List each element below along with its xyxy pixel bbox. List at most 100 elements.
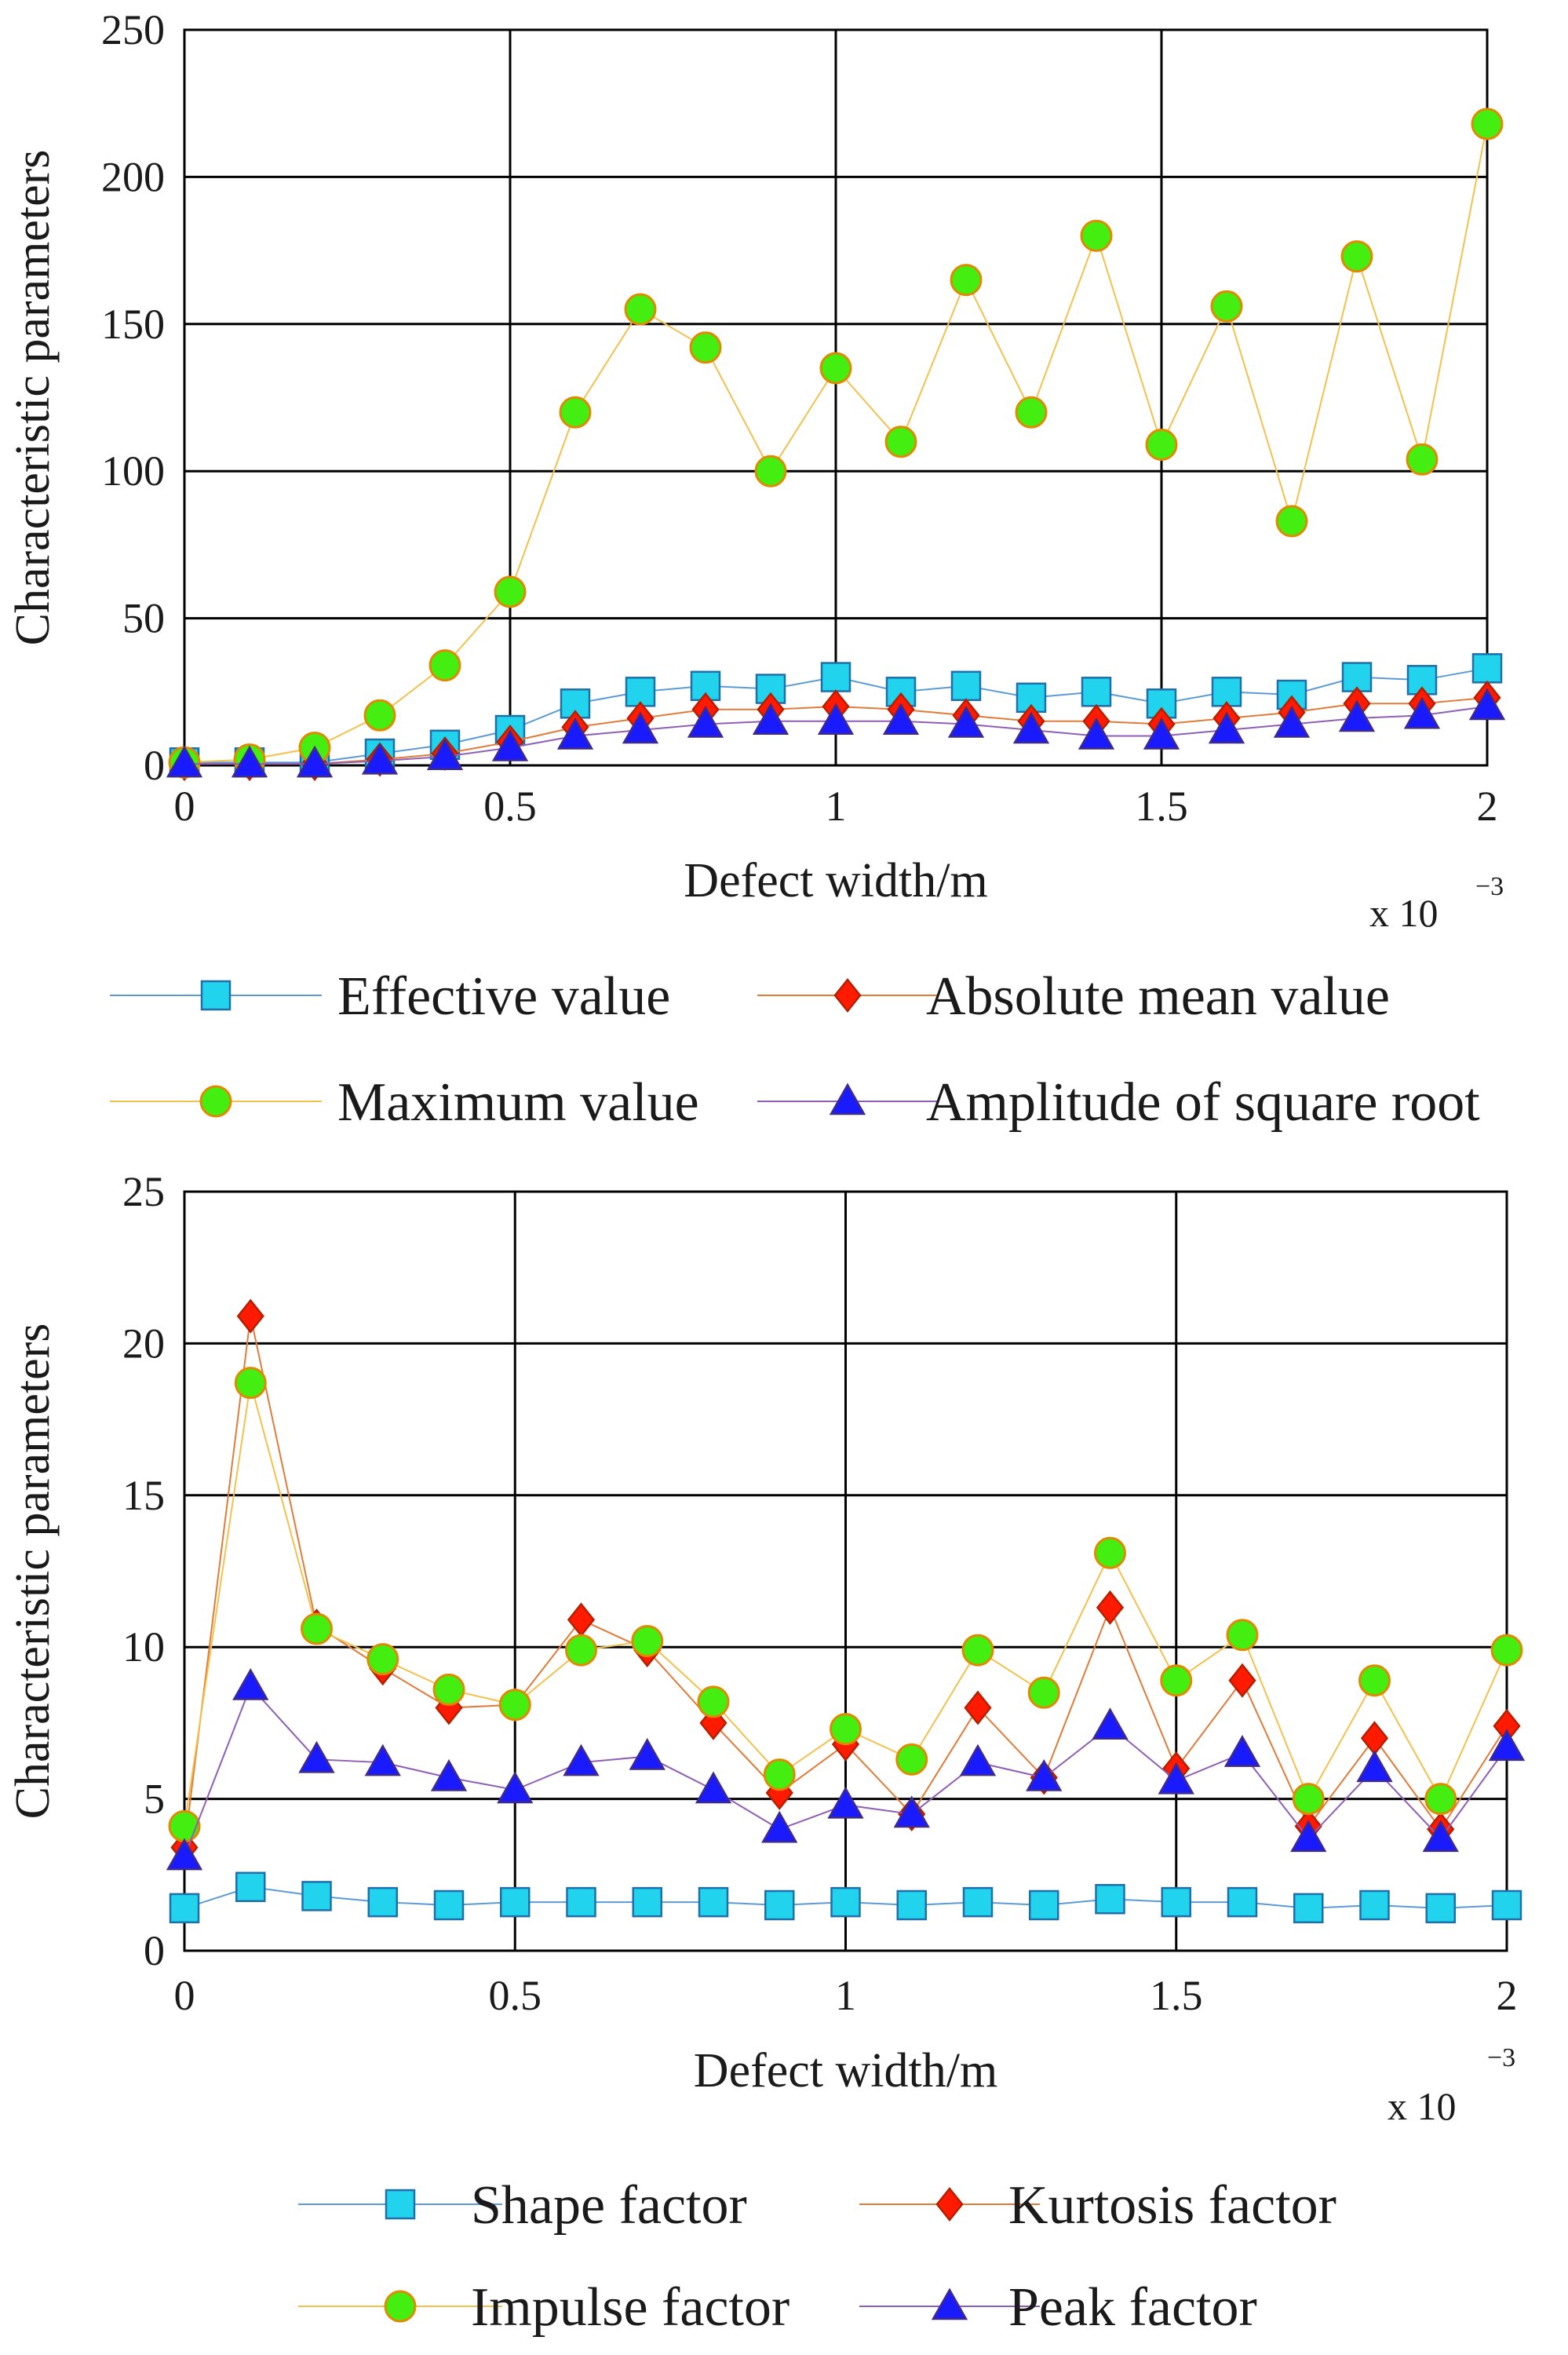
legend-marker-diamond (935, 2186, 964, 2222)
data-point (622, 711, 659, 744)
data-point (497, 1771, 534, 1804)
data-point (754, 455, 787, 487)
data-point (426, 738, 464, 771)
x-multiplier-label: x 10 (1387, 2084, 1457, 2128)
data-point (1223, 1735, 1261, 1767)
data-point (361, 742, 399, 775)
data-point (1145, 428, 1178, 461)
data-point (498, 1689, 531, 1722)
data-point (166, 1838, 203, 1871)
data-point (1293, 1893, 1324, 1924)
legend-label: Shape factor (471, 2175, 747, 2236)
data-point (687, 705, 724, 738)
x-tick-label: 1 (826, 783, 847, 830)
data-point (950, 670, 982, 702)
data-point (301, 1612, 333, 1645)
series-triangle (166, 1667, 1526, 1871)
data-point (752, 703, 789, 736)
series-square (169, 1871, 1522, 1924)
data-point (1094, 1536, 1126, 1569)
x-tick-label: 1.5 (1150, 1972, 1203, 2019)
data-point (234, 1367, 267, 1400)
data-point (432, 1673, 465, 1706)
data-point (695, 1771, 732, 1804)
data-point (1359, 1889, 1390, 1921)
data-point (950, 264, 983, 297)
data-point (296, 745, 334, 778)
data-point (232, 1667, 269, 1700)
data-point (1226, 1619, 1259, 1652)
legend-marker-circle (199, 1085, 232, 1118)
data-point (1290, 1820, 1327, 1853)
data-point (830, 1713, 862, 1746)
x-axis-label: Defect width/m (684, 854, 987, 907)
data-point (1275, 505, 1308, 538)
legend-marker-diamond (833, 977, 862, 1013)
x-tick-label: 0.5 (489, 1972, 542, 2019)
y-tick-label: 250 (101, 6, 165, 53)
data-point (698, 1886, 729, 1918)
data-point (962, 1886, 994, 1918)
x-multiplier-exponent: −3 (1487, 2043, 1515, 2072)
data-point (895, 1743, 928, 1776)
y-axis-label: Characteristic parameters (6, 1324, 60, 1820)
data-point (1422, 1820, 1459, 1853)
data-point (764, 1889, 795, 1921)
x-tick-label: 0 (174, 783, 195, 830)
data-point (1406, 443, 1439, 476)
data-point (1078, 717, 1115, 750)
data-point (884, 425, 917, 458)
legend-marker-triangle (829, 1083, 866, 1115)
data-point (1340, 240, 1373, 273)
data-point (500, 1886, 531, 1918)
data-point (1403, 696, 1441, 729)
data-point (428, 649, 461, 682)
data-point (1227, 1886, 1258, 1918)
legend-label: Kurtosis factor (1008, 2175, 1336, 2236)
legend-label: Amplitude of square root (926, 1072, 1480, 1133)
data-point (235, 1871, 266, 1903)
data-point (1012, 711, 1050, 744)
series-circle (168, 1367, 1523, 1842)
x-multiplier-label: x 10 (1369, 891, 1439, 935)
data-point (964, 1690, 992, 1725)
data-point (1210, 290, 1243, 323)
data-point (430, 1758, 468, 1791)
y-tick-label: 150 (101, 301, 165, 348)
legend-marker-circle (384, 2290, 417, 2323)
data-point (1027, 1676, 1060, 1709)
legend-marker-square (200, 980, 232, 1011)
data-point (763, 1758, 796, 1791)
data-point (1490, 1634, 1523, 1667)
data-point (1338, 699, 1376, 732)
data-point (563, 1743, 600, 1776)
data-point (1160, 1664, 1193, 1697)
data-point (1356, 1750, 1393, 1783)
legend: Shape factor Kurtosis factor Impulse facto… (298, 2175, 1336, 2338)
data-point (366, 1643, 399, 1676)
y-tick-label: 5 (144, 1776, 165, 1823)
data-point (893, 1795, 930, 1828)
data-point (1158, 1762, 1194, 1795)
data-point (1015, 396, 1048, 429)
legend: Effective value Absolute mean value Maximu… (110, 966, 1480, 1133)
data-point (896, 1889, 927, 1921)
data-point (1029, 1889, 1059, 1921)
data-point (947, 705, 985, 738)
data-point (1143, 717, 1180, 750)
data-point (819, 352, 852, 385)
data-point (491, 728, 529, 761)
data-point (632, 1886, 662, 1918)
x-tick-label: 1.5 (1135, 783, 1188, 830)
legend-marker-square (385, 2189, 416, 2220)
data-point (494, 575, 527, 608)
data-point (1488, 1729, 1526, 1762)
data-point (631, 1624, 664, 1657)
data-point (1273, 705, 1311, 738)
data-point (1081, 677, 1112, 707)
y-tick-label: 0 (144, 1927, 165, 1974)
data-point (565, 1634, 597, 1667)
y-tick-label: 20 (122, 1320, 165, 1367)
data-point (231, 745, 268, 778)
